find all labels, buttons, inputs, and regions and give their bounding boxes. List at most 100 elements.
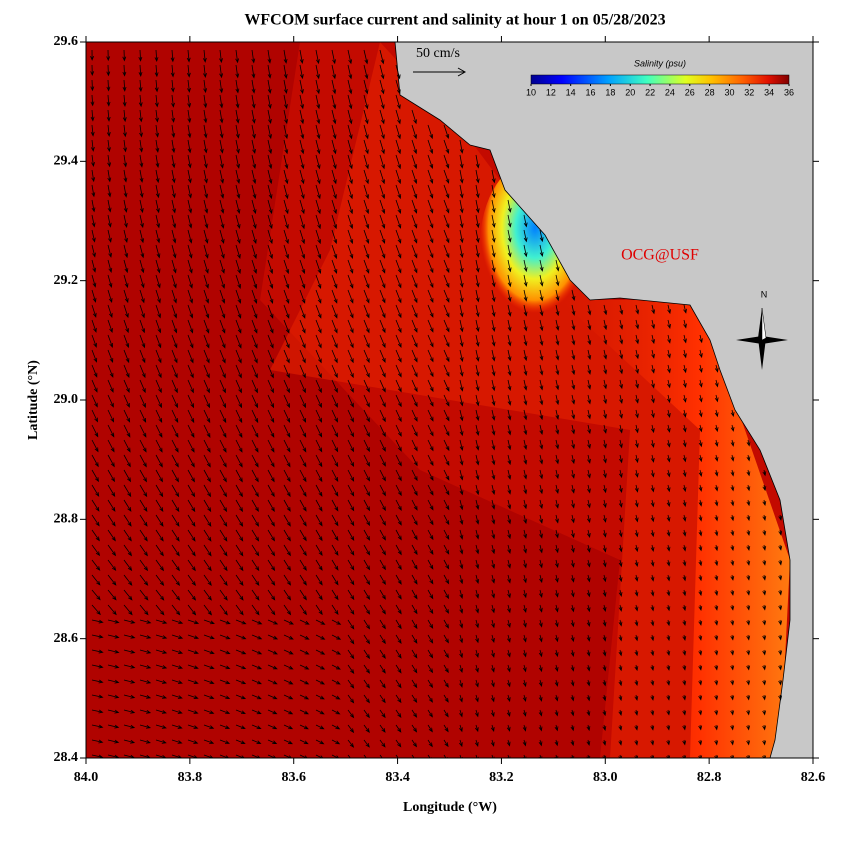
current-arrow — [395, 664, 402, 674]
current-arrow — [635, 409, 639, 419]
current-arrow — [123, 694, 136, 699]
current-arrow — [363, 289, 370, 304]
current-arrow — [170, 64, 175, 78]
current-arrow — [507, 589, 511, 599]
current-arrow — [554, 604, 559, 613]
current-arrow — [459, 259, 464, 273]
current-arrow — [730, 709, 735, 716]
current-arrow — [427, 484, 434, 496]
current-arrow — [411, 574, 418, 585]
current-arrow — [634, 724, 639, 731]
current-arrow — [331, 514, 339, 527]
current-arrow — [443, 379, 450, 392]
current-arrow — [586, 619, 591, 628]
current-arrow — [538, 694, 543, 702]
current-arrow — [682, 694, 687, 701]
current-arrow — [171, 184, 176, 199]
current-arrow — [91, 289, 97, 303]
current-arrow — [507, 379, 512, 392]
current-arrow — [730, 739, 735, 746]
current-arrow — [698, 574, 703, 582]
current-arrow — [299, 634, 310, 640]
current-arrow — [315, 379, 322, 394]
current-arrow — [267, 499, 275, 512]
current-arrow — [139, 259, 145, 274]
current-arrow — [571, 364, 576, 376]
current-arrow — [459, 289, 464, 303]
current-arrow — [267, 454, 275, 468]
current-arrow — [443, 574, 450, 585]
current-arrow — [283, 424, 291, 438]
current-arrow — [507, 649, 511, 658]
current-arrow — [523, 214, 528, 228]
scale-arrow-head — [457, 67, 467, 77]
current-arrow — [363, 259, 370, 274]
colorbar-tick-label: 18 — [605, 87, 615, 97]
current-arrow — [682, 454, 687, 463]
current-arrow — [267, 634, 279, 640]
current-arrow — [491, 304, 496, 318]
current-arrow — [443, 694, 449, 703]
current-arrow — [267, 694, 278, 700]
current-arrow — [91, 379, 98, 393]
current-arrow — [602, 664, 607, 672]
current-arrow — [587, 409, 592, 420]
current-arrow — [395, 274, 402, 289]
current-arrow — [395, 334, 402, 348]
current-arrow — [187, 304, 194, 319]
colorbar-tick-label: 24 — [665, 87, 675, 97]
current-arrow — [459, 634, 463, 644]
current-arrow — [506, 739, 511, 747]
x-tick-label: 83.8 — [178, 770, 203, 785]
current-arrow — [91, 424, 99, 438]
current-arrow — [650, 619, 655, 627]
current-arrow — [411, 214, 418, 229]
current-arrow — [219, 724, 231, 729]
current-arrow — [443, 244, 450, 259]
current-arrow — [570, 739, 575, 747]
current-arrow — [459, 544, 464, 555]
current-arrow — [379, 139, 385, 155]
current-arrow — [315, 619, 326, 625]
current-arrow — [682, 724, 687, 731]
current-arrow — [395, 289, 402, 304]
current-arrow — [123, 349, 130, 364]
current-arrow — [106, 79, 111, 92]
current-arrow — [666, 484, 671, 493]
current-arrow — [698, 649, 703, 656]
current-arrow — [523, 379, 528, 391]
current-arrow — [682, 469, 687, 478]
current-arrow — [427, 694, 433, 703]
current-arrow — [427, 289, 434, 304]
current-arrow — [714, 394, 719, 403]
current-arrow — [331, 664, 341, 670]
current-arrow — [331, 124, 337, 140]
current-arrow — [171, 664, 184, 669]
current-arrow — [139, 424, 147, 438]
current-arrow — [507, 229, 512, 243]
current-arrow — [395, 79, 401, 95]
current-arrow — [778, 574, 783, 581]
current-arrow — [475, 229, 480, 244]
current-arrow — [650, 649, 655, 657]
current-arrow — [299, 574, 307, 586]
current-arrow — [155, 214, 160, 229]
current-arrow — [634, 604, 639, 612]
current-arrow — [187, 259, 193, 274]
current-arrow — [347, 364, 354, 379]
current-arrow — [363, 139, 369, 155]
current-arrow — [315, 544, 323, 557]
current-arrow — [315, 49, 320, 65]
current-arrow — [762, 664, 767, 671]
current-arrow — [459, 604, 464, 614]
current-arrow — [363, 469, 370, 482]
current-arrow — [427, 664, 434, 674]
current-arrow — [91, 154, 95, 168]
current-arrow — [187, 319, 194, 334]
current-arrow — [139, 199, 144, 214]
current-arrow — [347, 739, 355, 748]
current-arrow — [203, 229, 209, 244]
current-arrow — [379, 709, 386, 719]
current-arrow — [235, 199, 241, 215]
current-arrow — [363, 574, 371, 586]
